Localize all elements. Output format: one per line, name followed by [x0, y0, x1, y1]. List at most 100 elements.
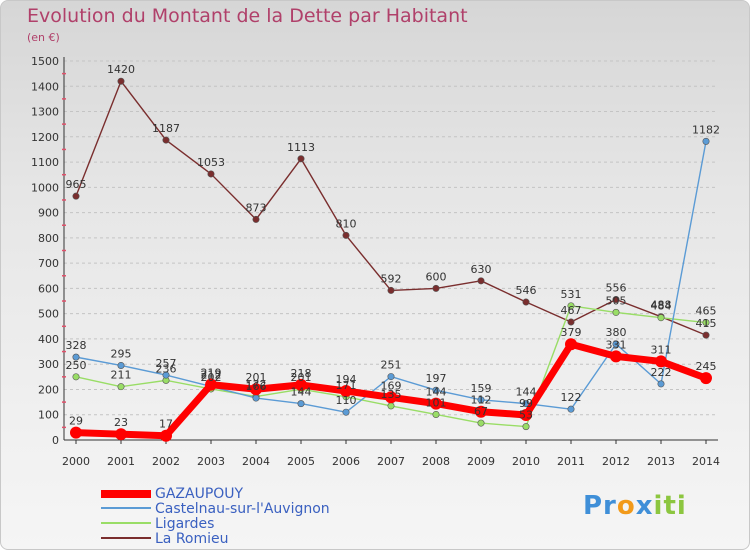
series-point-1	[252, 394, 260, 402]
data-label: 379	[561, 326, 582, 339]
data-label: 1187	[152, 122, 180, 135]
series-point-1	[342, 408, 350, 416]
legend-label: GAZAUPOUY	[155, 486, 244, 502]
data-label: 169	[381, 379, 402, 392]
series-point-3	[702, 331, 710, 339]
data-label: 53	[519, 409, 533, 422]
series-point-1	[612, 340, 620, 348]
data-label: 218	[291, 367, 312, 380]
data-label: 465	[696, 305, 717, 318]
legend-swatch	[101, 507, 151, 509]
series-layer	[70, 77, 712, 442]
x-tick-label: 2009	[467, 455, 495, 468]
series-point-3	[387, 286, 395, 294]
data-label: 201	[246, 371, 267, 384]
x-tick-label: 2000	[62, 455, 90, 468]
data-label: 29	[69, 415, 83, 428]
data-label: 211	[111, 369, 132, 382]
series-point-0	[160, 429, 172, 442]
series-point-1	[432, 386, 440, 394]
legend-label: Ligardes	[155, 516, 215, 532]
series-point-3	[72, 192, 80, 200]
data-label: 531	[561, 288, 582, 301]
legend-label: Castelnau-sur-l'Auvignon	[155, 501, 330, 517]
data-label: 295	[111, 347, 132, 360]
y-tick-label: 300	[38, 358, 59, 371]
data-label: 23	[114, 416, 128, 429]
chart-title: Evolution du Montant de la Dette par Hab…	[27, 5, 468, 27]
data-label: 222	[651, 366, 672, 379]
data-label: 219	[201, 367, 222, 380]
series-point-2	[702, 319, 710, 327]
data-label: 144	[291, 386, 312, 399]
y-tick-label: 1300	[31, 106, 59, 119]
series-point-2	[657, 314, 665, 322]
data-label: 592	[381, 272, 402, 285]
series-point-0	[475, 405, 487, 418]
data-label: 101	[426, 396, 447, 409]
x-tick-label: 2007	[377, 455, 405, 468]
data-label: 110	[336, 394, 357, 407]
series-point-3	[297, 155, 305, 163]
data-label: 488	[651, 299, 672, 312]
data-label: 122	[561, 391, 582, 404]
series-point-3	[567, 318, 575, 326]
series-point-2	[432, 410, 440, 418]
data-label: 212	[201, 368, 222, 381]
series-point-0	[295, 378, 307, 391]
proxiti-logo: Proxiti	[583, 491, 687, 521]
series-point-2	[477, 419, 485, 427]
series-point-0	[700, 372, 712, 385]
data-label: 250	[66, 359, 87, 372]
data-label: 67	[474, 405, 488, 418]
data-label: 484	[651, 300, 672, 313]
y-tick-label: 600	[38, 282, 59, 295]
data-label: 135	[381, 388, 402, 401]
data-label: 201	[291, 371, 312, 384]
series-point-2	[72, 373, 80, 381]
axis-layer: 0 100 200 300 400 500 600 700 800 900 1000 1100 1200…	[31, 55, 720, 468]
x-tick-label: 2003	[197, 455, 225, 468]
data-label: 171	[336, 379, 357, 392]
y-tick-label: 1400	[31, 80, 59, 93]
series-point-0	[610, 350, 622, 363]
series-point-3	[207, 170, 215, 178]
data-label: 1420	[107, 63, 135, 76]
data-label: 17	[159, 418, 173, 431]
series-point-1	[117, 361, 125, 369]
data-label: 112	[471, 394, 492, 407]
series-point-3	[117, 77, 125, 85]
y-tick-label: 700	[38, 257, 59, 270]
data-label: 328	[66, 339, 87, 352]
legend-swatch	[101, 522, 151, 524]
data-label: 873	[246, 201, 267, 214]
series-point-2	[117, 383, 125, 391]
data-label: 505	[606, 294, 627, 307]
series-point-3	[477, 277, 485, 285]
x-tick-label: 2010	[512, 455, 540, 468]
series-point-2	[522, 423, 530, 431]
y-tick-label: 0	[52, 434, 59, 447]
data-label: 166	[246, 380, 267, 393]
legend-swatch	[101, 490, 151, 498]
series-point-3	[612, 296, 620, 304]
data-label: 144	[426, 386, 447, 399]
series-point-1	[72, 353, 80, 361]
x-tick-label: 2004	[242, 455, 270, 468]
data-label: 245	[696, 360, 717, 373]
data-label: 630	[471, 263, 492, 276]
data-label: 197	[426, 372, 447, 385]
data-label: 144	[516, 386, 537, 399]
series-point-1	[387, 373, 395, 381]
data-label: 99	[519, 397, 533, 410]
x-tick-label: 2013	[647, 455, 675, 468]
y-tick-label: 1200	[31, 131, 59, 144]
data-label: 172	[246, 379, 267, 392]
data-label: 257	[156, 357, 177, 370]
x-tick-label: 2011	[557, 455, 585, 468]
series-point-0	[385, 391, 397, 404]
series-point-1	[297, 400, 305, 408]
